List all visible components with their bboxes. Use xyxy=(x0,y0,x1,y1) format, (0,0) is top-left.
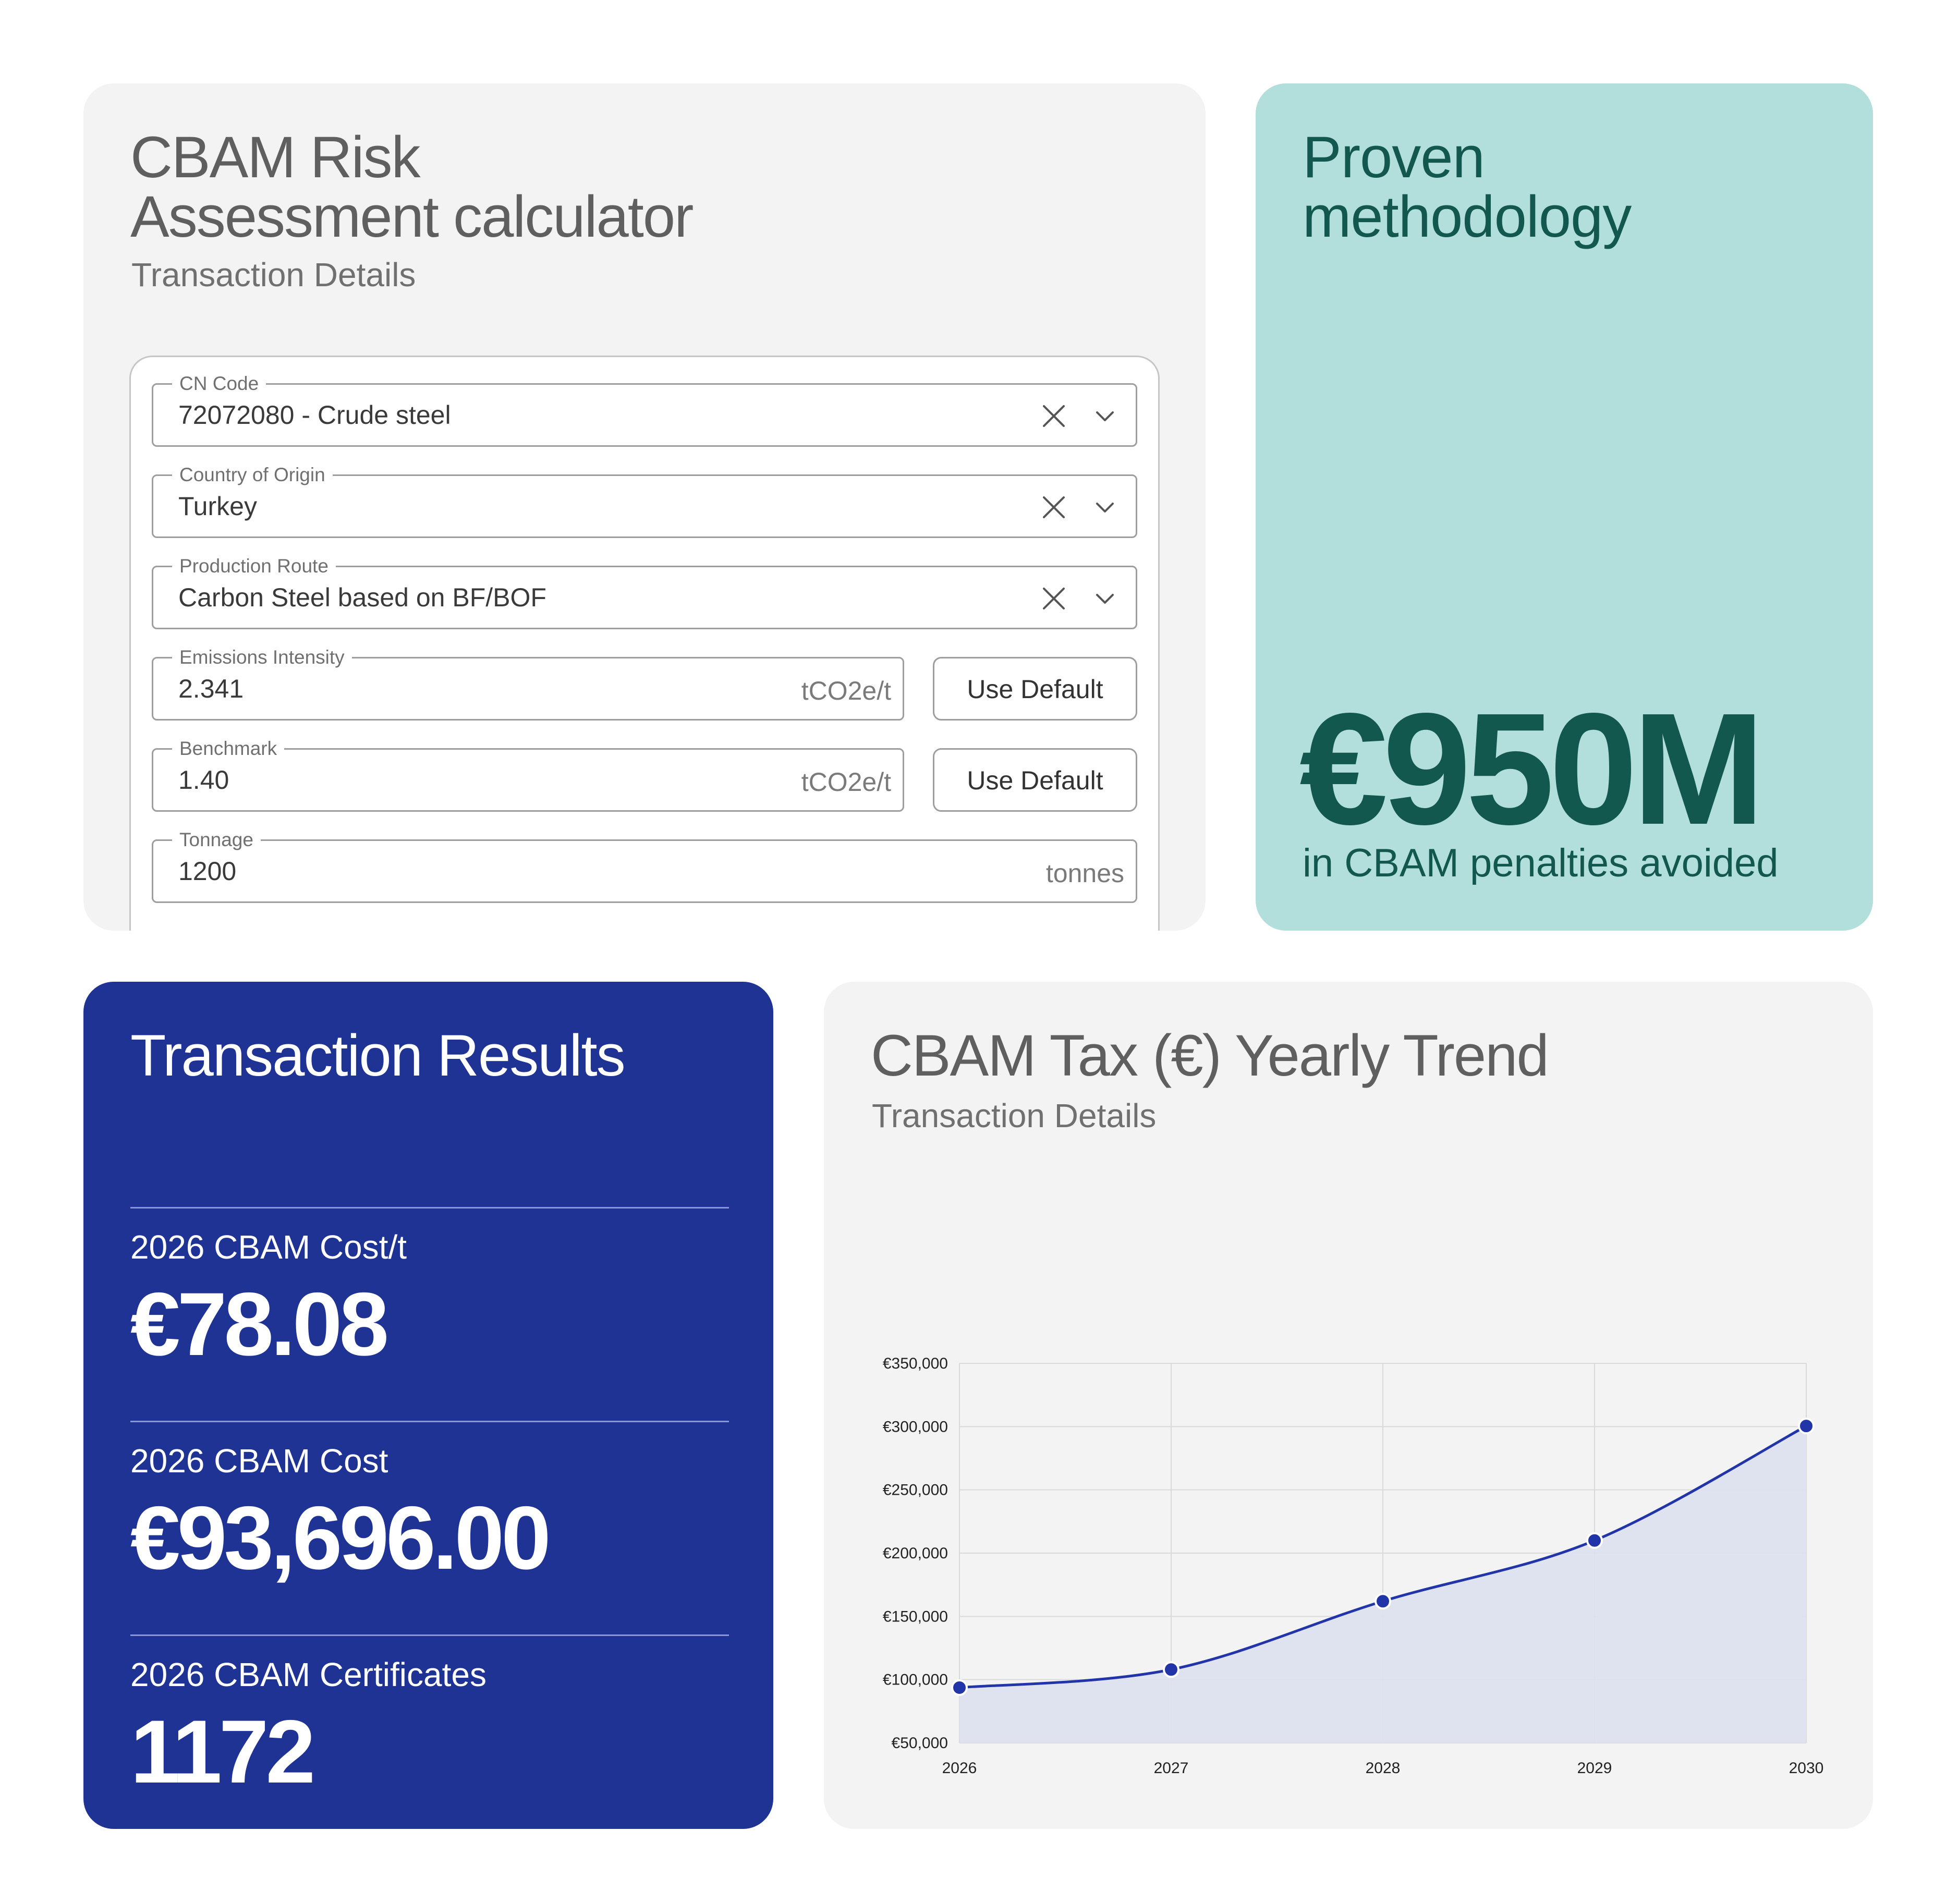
x-tick-label: 2029 xyxy=(1577,1760,1612,1777)
benchmark-use-default-button[interactable]: Use Default xyxy=(933,748,1137,812)
production-route-select[interactable]: Production Route Carbon Steel based on B… xyxy=(152,555,1137,629)
y-tick-label: €100,000 xyxy=(883,1671,948,1689)
data-point[interactable] xyxy=(1798,1418,1815,1435)
result-value: €78.08 xyxy=(130,1274,389,1374)
chevron-down-icon[interactable] xyxy=(1094,405,1116,427)
area-fill xyxy=(959,1426,1806,1743)
methodology-card: Proven methodology €950M in CBAM penalti… xyxy=(1256,83,1873,931)
y-tick-label: €50,000 xyxy=(892,1735,948,1752)
penalties-avoided-caption: in CBAM penalties avoided xyxy=(1303,841,1779,885)
calculator-subtitle: Transaction Details xyxy=(131,256,416,294)
benchmark-input[interactable]: Benchmark 1.40 tCO2e/t xyxy=(152,737,904,812)
transaction-results-card: Transaction Results 2026 CBAM Cost/t €78… xyxy=(83,982,773,1829)
cn-code-label: CN Code xyxy=(172,372,266,395)
benchmark-value[interactable]: 1.40 xyxy=(178,765,229,795)
production-route-label: Production Route xyxy=(172,555,336,578)
emissions-value[interactable]: 2.341 xyxy=(178,674,244,703)
y-tick-label: €150,000 xyxy=(883,1608,948,1625)
data-point[interactable] xyxy=(1163,1661,1179,1678)
close-icon[interactable] xyxy=(1040,584,1068,613)
emissions-unit: tCO2e/t xyxy=(801,676,891,705)
x-tick-label: 2027 xyxy=(1154,1760,1189,1777)
cn-code-value: 72072080 - Crude steel xyxy=(178,400,451,430)
x-tick-label: 2026 xyxy=(942,1760,977,1777)
yearly-trend-card: CBAM Tax (€) Yearly Trend Transaction De… xyxy=(824,982,1873,1829)
country-label: Country of Origin xyxy=(172,463,333,486)
data-point[interactable] xyxy=(951,1679,968,1696)
chart-subtitle: Transaction Details xyxy=(872,1097,1157,1134)
trend-chart: €50,000 €100,000 €150,000 €200,000 €250,000 €… xyxy=(883,1355,1824,1777)
emissions-label: Emissions Intensity xyxy=(172,646,352,669)
y-tick-label: €250,000 xyxy=(883,1482,948,1499)
data-point[interactable] xyxy=(1586,1532,1603,1549)
penalties-avoided-value: €950M xyxy=(1299,680,1765,858)
tonnage-unit: tonnes xyxy=(1045,859,1124,888)
production-route-value: Carbon Steel based on BF/BOF xyxy=(178,583,546,612)
methodology-title: Proven methodology xyxy=(1303,125,1632,249)
x-tick-label: 2028 xyxy=(1366,1760,1401,1777)
country-of-origin-select[interactable]: Country of Origin Turkey xyxy=(152,463,1137,538)
calculator-title: CBAM Risk Assessment calculator xyxy=(130,125,694,249)
tonnage-value[interactable]: 1200 xyxy=(178,857,237,886)
country-value: Turkey xyxy=(178,492,257,521)
calculator-title-line1: CBAM Risk xyxy=(130,125,420,190)
result-total-cost: 2026 CBAM Cost €93,696.00 xyxy=(130,1421,729,1584)
result-label: 2026 CBAM Certificates xyxy=(130,1656,487,1693)
result-cost-per-tonne: 2026 CBAM Cost/t €78.08 xyxy=(130,1207,729,1370)
benchmark-label: Benchmark xyxy=(172,737,285,760)
transaction-form: CN Code 72072080 - Crude steel Country o… xyxy=(129,356,1160,931)
result-label: 2026 CBAM Cost/t xyxy=(130,1228,407,1266)
calculator-title-line2: Assessment calculator xyxy=(130,184,694,249)
result-certificates: 2026 CBAM Certificates 1172 xyxy=(130,1634,729,1798)
emissions-intensity-input[interactable]: Emissions Intensity 2.341 tCO2e/t xyxy=(152,646,904,721)
benchmark-unit: tCO2e/t xyxy=(801,767,891,797)
result-label: 2026 CBAM Cost xyxy=(130,1442,388,1480)
tonnage-label: Tonnage xyxy=(172,828,261,851)
x-tick-label: 2030 xyxy=(1789,1760,1824,1777)
data-point[interactable] xyxy=(1375,1593,1391,1610)
chevron-down-icon[interactable] xyxy=(1094,588,1116,609)
results-title: Transaction Results xyxy=(130,1023,626,1088)
methodology-title-line1: Proven xyxy=(1303,125,1485,190)
chart-title: CBAM Tax (€) Yearly Trend xyxy=(871,1023,1549,1088)
y-tick-label: €350,000 xyxy=(883,1355,948,1372)
y-tick-label: €300,000 xyxy=(883,1418,948,1435)
chevron-down-icon[interactable] xyxy=(1094,496,1116,518)
close-icon[interactable] xyxy=(1040,493,1068,521)
result-value: €93,696.00 xyxy=(130,1488,551,1588)
calculator-card: CBAM Risk Assessment calculator Transact… xyxy=(83,83,1206,931)
emissions-use-default-button[interactable]: Use Default xyxy=(933,657,1137,721)
methodology-title-line2: methodology xyxy=(1303,184,1632,249)
y-tick-label: €200,000 xyxy=(883,1545,948,1562)
result-value: 1172 xyxy=(130,1702,315,1802)
cn-code-select[interactable]: CN Code 72072080 - Crude steel xyxy=(152,372,1137,447)
tonnage-input[interactable]: Tonnage 1200 tonnes xyxy=(152,828,1137,903)
close-icon[interactable] xyxy=(1040,402,1068,430)
